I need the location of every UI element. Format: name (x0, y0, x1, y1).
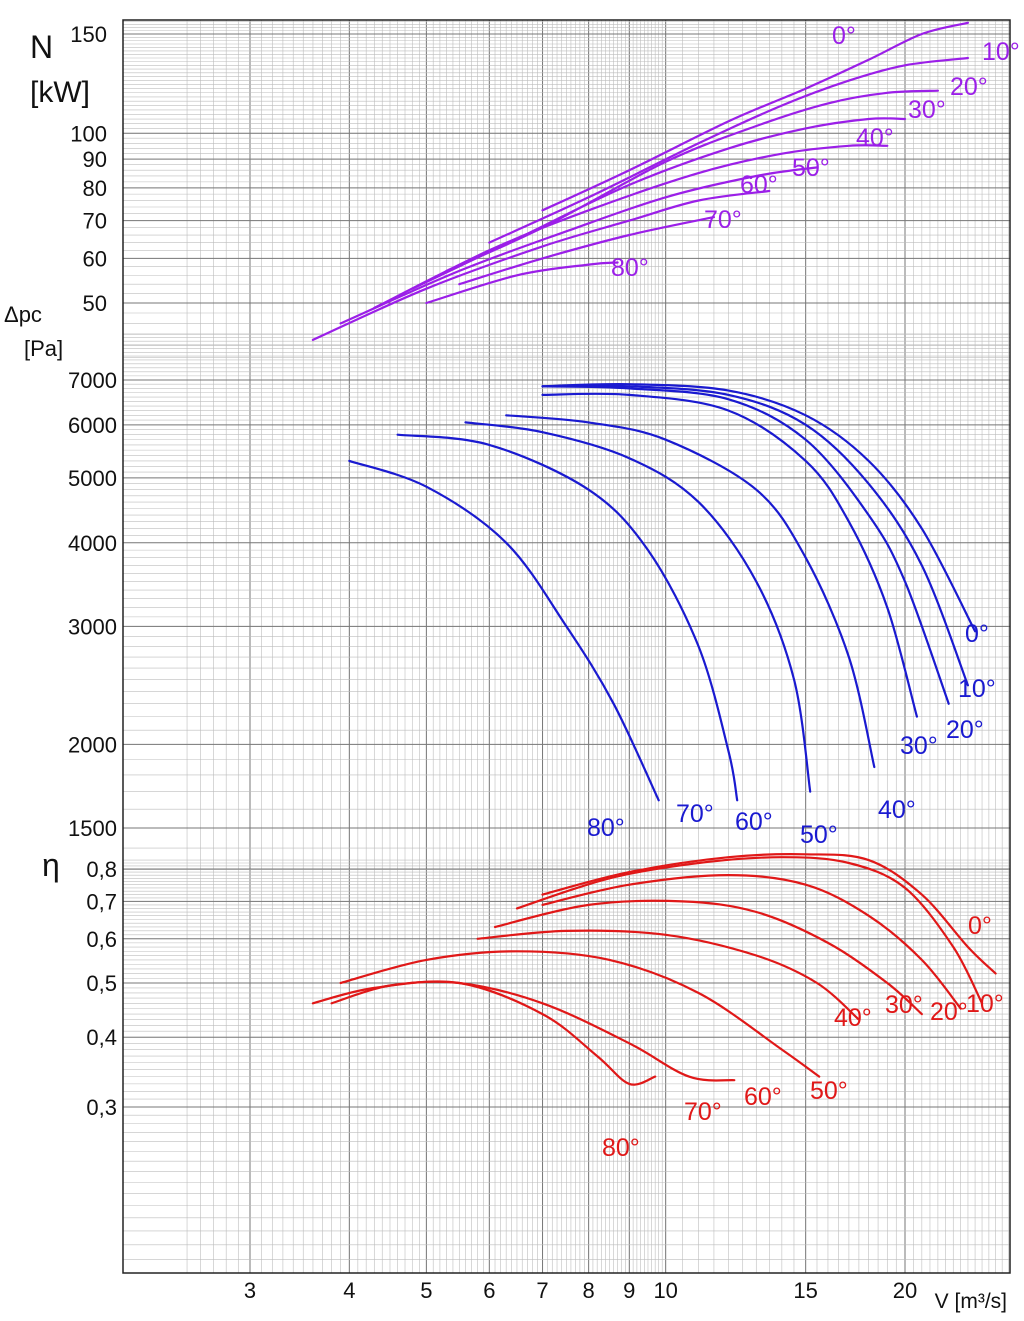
dp-tick-label: 7000 (68, 368, 117, 393)
n-tick-label: 150 (70, 22, 107, 47)
n-tick-label: 90 (83, 147, 107, 172)
eta-curve-5 (339, 950, 821, 1078)
dp-axis-unit: [Pa] (24, 336, 63, 361)
dp-angle-label: 60° (735, 808, 773, 836)
N-curve-5 (339, 166, 819, 325)
eta-tick-label: 0,4 (86, 1025, 117, 1050)
n-axis-unit: [kW] (30, 76, 90, 109)
x-tick-label: 8 (583, 1278, 595, 1303)
N-curve-4 (373, 144, 889, 309)
N-angle-label: 40° (856, 124, 894, 152)
dp-angle-label: 0° (965, 620, 989, 648)
grid (123, 20, 1010, 1273)
dp-curve-5 (464, 421, 812, 793)
n-tick-label: 50 (83, 291, 107, 316)
x-tick-label: 7 (536, 1278, 548, 1303)
dp-tick-label: 4000 (68, 531, 117, 556)
N-curve-1 (488, 56, 969, 244)
curves (311, 21, 997, 1086)
eta-axis-label: η (42, 847, 60, 883)
eta-angle-label: 20° (930, 998, 968, 1026)
dp-curve-2 (541, 385, 950, 705)
eta-angle-label: 10° (966, 990, 1004, 1018)
dp-angle-label: 80° (587, 814, 625, 842)
x-tick-label: 4 (343, 1278, 355, 1303)
eta-angle-label: 50° (810, 1077, 848, 1105)
dp-tick-label: 1500 (68, 816, 117, 841)
eta-curve-7 (311, 980, 657, 1086)
dp-tick-label: 5000 (68, 466, 117, 491)
eta-angle-label: 70° (684, 1098, 722, 1126)
dp-curve-0 (541, 382, 977, 633)
dp-angle-label: 20° (946, 716, 984, 744)
eta-curve-3 (493, 899, 923, 1016)
N-angle-label: 30° (908, 96, 946, 124)
N-angle-label: 80° (611, 254, 649, 282)
x-tick-label: 5 (420, 1278, 432, 1303)
x-tick-label: 3 (244, 1278, 256, 1303)
dp-tick-label: 6000 (68, 413, 117, 438)
dp-curve-1 (541, 384, 969, 687)
x-tick-label: 15 (793, 1278, 817, 1303)
eta-tick-label: 0,7 (86, 889, 117, 914)
x-tick-label: 6 (483, 1278, 495, 1303)
eta-tick-label: 0,6 (86, 927, 117, 952)
eta-curve-2 (541, 873, 962, 1010)
dp-angle-label: 30° (900, 732, 938, 760)
eta-angle-label: 40° (834, 1004, 872, 1032)
n-axis-label: N (30, 29, 53, 65)
N-angle-label: 0° (832, 22, 856, 50)
x-tick-label: 20 (893, 1278, 917, 1303)
dp-angle-label: 70° (676, 800, 714, 828)
N-curve-0 (541, 21, 969, 212)
eta-curve-1 (515, 856, 984, 1005)
N-angle-label: 70° (704, 206, 742, 234)
eta-tick-label: 0,3 (86, 1095, 117, 1120)
dp-axis-label: Δpc (4, 302, 42, 327)
eta-angle-label: 60° (744, 1083, 782, 1111)
dp-angle-label: 10° (958, 675, 996, 703)
eta-angle-label: 80° (602, 1134, 640, 1162)
N-curve-8 (425, 261, 619, 305)
x-axis-label: V [m³/s] (935, 1290, 1007, 1313)
dp-tick-label: 3000 (68, 614, 117, 639)
N-angle-label: 50° (792, 154, 830, 182)
n-tick-label: 100 (70, 121, 107, 146)
curve-labels: 0°10°20°30°40°50°60°70°80°0°10°20°30°40°… (587, 22, 1020, 1162)
N-curve-6 (311, 189, 771, 341)
eta-angle-label: 30° (885, 991, 923, 1019)
N-angle-label: 60° (740, 171, 778, 199)
eta-curve-4 (476, 929, 860, 1021)
plot-frame (122, 19, 1011, 1274)
dp-curve-3 (541, 392, 918, 718)
dp-tick-label: 2000 (68, 732, 117, 757)
dp-curve-7 (348, 459, 660, 802)
eta-tick-label: 0,5 (86, 971, 117, 996)
eta-curve-0 (541, 853, 997, 975)
n-tick-label: 60 (83, 246, 107, 271)
eta-angle-label: 0° (968, 912, 992, 940)
n-tick-label: 80 (83, 176, 107, 201)
n-tick-label: 70 (83, 209, 107, 234)
N-angle-label: 20° (950, 73, 988, 101)
dp-angle-label: 40° (878, 796, 916, 824)
x-tick-label: 9 (623, 1278, 635, 1303)
eta-tick-label: 0,8 (86, 857, 117, 882)
N-angle-label: 10° (982, 38, 1020, 66)
dp-curve-6 (396, 433, 739, 802)
x-tick-label: 10 (653, 1278, 677, 1303)
dp-curve-4 (505, 414, 876, 769)
dp-angle-label: 50° (800, 821, 838, 849)
N-curve-7 (458, 216, 715, 286)
